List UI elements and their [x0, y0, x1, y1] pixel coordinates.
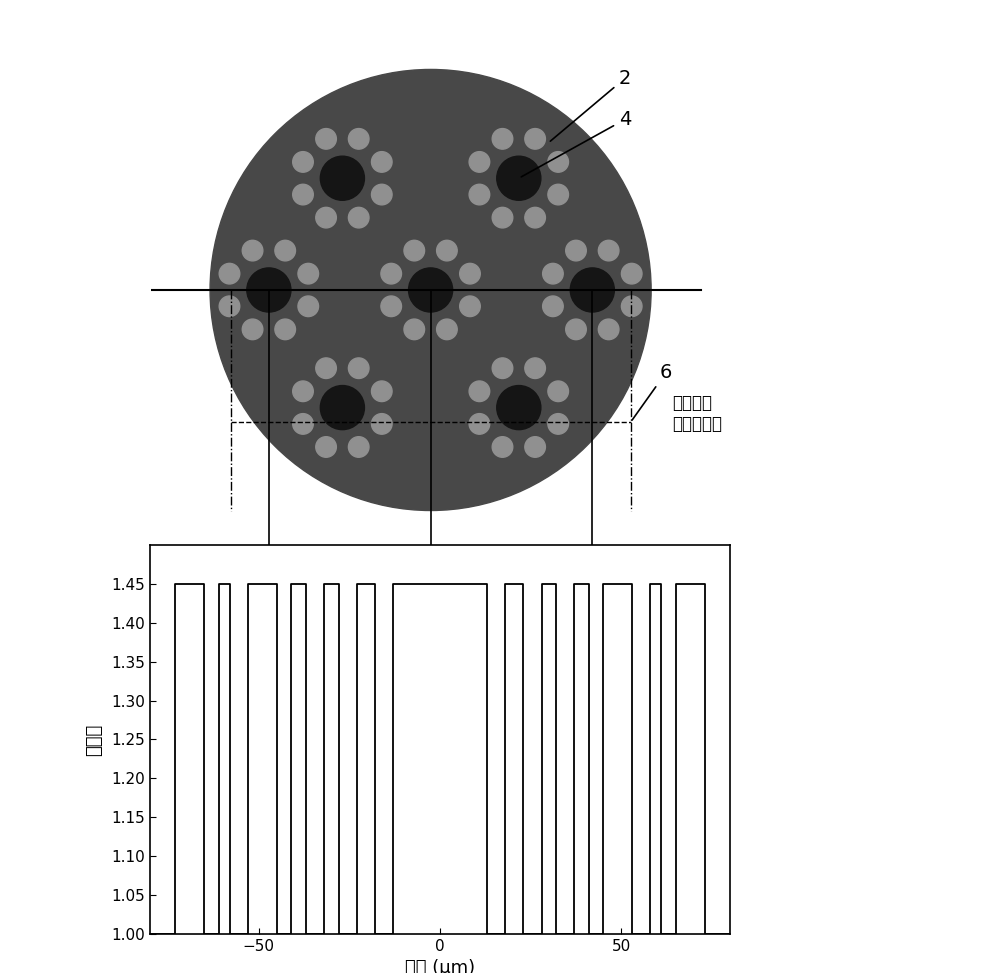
Circle shape [566, 319, 586, 340]
Circle shape [492, 437, 513, 457]
Circle shape [404, 319, 425, 340]
Circle shape [242, 240, 263, 261]
Circle shape [437, 240, 457, 261]
Circle shape [242, 319, 263, 340]
Circle shape [320, 157, 364, 200]
Circle shape [497, 385, 541, 430]
Circle shape [492, 207, 513, 228]
Circle shape [460, 296, 480, 316]
Circle shape [548, 184, 568, 205]
Circle shape [348, 358, 369, 378]
Circle shape [371, 414, 392, 434]
Circle shape [275, 319, 295, 340]
Circle shape [525, 437, 545, 457]
Circle shape [219, 264, 240, 284]
Circle shape [460, 264, 480, 284]
Circle shape [497, 157, 541, 200]
Circle shape [316, 207, 336, 228]
Circle shape [293, 414, 313, 434]
Circle shape [543, 296, 563, 316]
Circle shape [469, 184, 490, 205]
Circle shape [492, 128, 513, 149]
Circle shape [469, 152, 490, 172]
Text: 直径方向
折射率分布: 直径方向 折射率分布 [672, 394, 722, 433]
Circle shape [525, 358, 545, 378]
Circle shape [348, 437, 369, 457]
Circle shape [548, 381, 568, 402]
Circle shape [381, 264, 401, 284]
Text: 2: 2 [550, 69, 631, 141]
Circle shape [320, 385, 364, 430]
Circle shape [316, 437, 336, 457]
Circle shape [548, 152, 568, 172]
Circle shape [621, 264, 642, 284]
Circle shape [598, 319, 619, 340]
Circle shape [492, 358, 513, 378]
Circle shape [293, 184, 313, 205]
Y-axis label: 折射率: 折射率 [85, 723, 103, 756]
Circle shape [548, 414, 568, 434]
Text: 6: 6 [632, 363, 672, 420]
Circle shape [293, 381, 313, 402]
Circle shape [293, 152, 313, 172]
Circle shape [409, 268, 453, 312]
Circle shape [371, 152, 392, 172]
Circle shape [381, 296, 401, 316]
Circle shape [469, 414, 490, 434]
Circle shape [437, 319, 457, 340]
Circle shape [247, 268, 291, 312]
Circle shape [404, 240, 425, 261]
Circle shape [469, 381, 490, 402]
Circle shape [316, 358, 336, 378]
Circle shape [298, 264, 319, 284]
Circle shape [543, 264, 563, 284]
Circle shape [371, 184, 392, 205]
Circle shape [316, 128, 336, 149]
Circle shape [598, 240, 619, 261]
Circle shape [348, 128, 369, 149]
Circle shape [570, 268, 614, 312]
Circle shape [525, 128, 545, 149]
Circle shape [210, 69, 651, 511]
Circle shape [621, 296, 642, 316]
Text: 4: 4 [521, 110, 631, 177]
Circle shape [371, 381, 392, 402]
Circle shape [298, 296, 319, 316]
Circle shape [525, 207, 545, 228]
Circle shape [566, 240, 586, 261]
Circle shape [219, 296, 240, 316]
Circle shape [348, 207, 369, 228]
X-axis label: 坐标 (μm): 坐标 (μm) [405, 959, 475, 973]
Circle shape [275, 240, 295, 261]
